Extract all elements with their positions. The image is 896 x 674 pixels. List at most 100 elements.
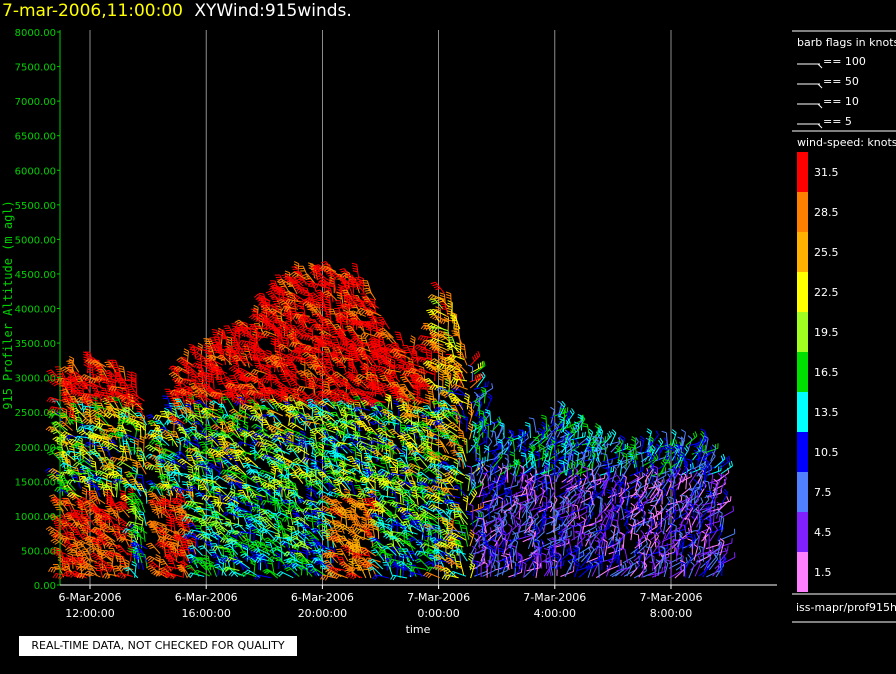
barb-flag xyxy=(87,474,93,477)
barb-flag xyxy=(83,406,87,411)
barb-flag xyxy=(61,461,67,463)
wind-barb xyxy=(81,513,95,526)
barb-flag xyxy=(82,401,88,406)
barb-flag xyxy=(94,564,100,567)
barb-flag xyxy=(213,498,219,501)
barb-flag xyxy=(73,469,79,472)
barb-flag xyxy=(119,490,126,493)
barb-flag xyxy=(64,500,70,502)
barb-flag xyxy=(67,470,72,475)
barb-flag xyxy=(67,387,73,391)
barb-flag xyxy=(146,445,152,450)
barb-flag xyxy=(64,558,69,564)
wind-barb xyxy=(68,471,86,477)
barb-flag xyxy=(194,410,200,413)
wind-barb xyxy=(46,396,64,404)
barb-flag xyxy=(177,458,183,463)
barb-flag xyxy=(200,564,207,567)
barb-flag xyxy=(199,443,205,446)
barb-flag xyxy=(113,458,118,463)
barb-flag xyxy=(168,371,174,376)
title-product: XYWind:915winds. xyxy=(194,1,352,21)
barb-flag xyxy=(208,506,214,508)
barb-flag xyxy=(215,489,221,493)
barb-flag xyxy=(60,452,66,456)
barb-flag xyxy=(66,512,71,517)
wind-barb xyxy=(126,544,133,562)
barb-flag xyxy=(207,504,213,506)
barb-flag xyxy=(79,573,83,579)
barb-flag xyxy=(86,442,91,448)
barb-flag xyxy=(63,497,69,500)
barb-flag xyxy=(79,446,85,450)
barb-flag xyxy=(215,476,220,481)
barb-flag xyxy=(188,343,194,346)
barb-flag xyxy=(179,431,185,434)
barb-flag xyxy=(77,518,83,521)
barb-flag xyxy=(50,515,57,518)
barb-flag xyxy=(80,554,86,557)
barb-flag xyxy=(78,468,85,471)
barb-flag xyxy=(179,528,184,534)
barb-flag xyxy=(218,329,224,331)
barb-flag xyxy=(62,400,69,403)
barb-flag xyxy=(77,560,82,565)
barb-flag xyxy=(121,389,127,391)
barb-flag xyxy=(72,391,77,396)
barb-flag xyxy=(126,373,132,377)
barb-flag xyxy=(106,413,111,418)
barb-flag xyxy=(214,376,220,379)
barb-flag xyxy=(62,391,68,393)
barb-flag xyxy=(139,435,145,439)
wind-barb xyxy=(59,412,74,425)
barb-flag xyxy=(80,521,86,525)
barb-flag xyxy=(221,337,227,340)
barb-flag xyxy=(229,488,235,491)
barb-flag xyxy=(179,533,185,536)
barb-flag xyxy=(138,526,144,529)
wind-barbs xyxy=(44,261,736,581)
barb-flag xyxy=(66,385,72,389)
barb-flag xyxy=(63,524,69,527)
barb-flag xyxy=(159,410,166,413)
barb-flag xyxy=(53,498,58,503)
barb-flag xyxy=(70,398,76,400)
barb-flag xyxy=(68,445,74,449)
wind-barb xyxy=(74,500,89,513)
barb-flag xyxy=(81,487,87,491)
barb-flag xyxy=(66,419,71,425)
wind-barb xyxy=(69,509,87,516)
barb-flag xyxy=(90,460,96,463)
barb-flag xyxy=(69,355,74,360)
barb-flag xyxy=(71,455,77,458)
barb-flag xyxy=(52,436,58,441)
barb-flag xyxy=(131,563,137,567)
wind-barb xyxy=(104,443,121,453)
barb-flag xyxy=(63,568,69,572)
barb-flag xyxy=(80,542,86,547)
barb-flag xyxy=(68,534,74,538)
barb-flag xyxy=(55,526,61,530)
barb-flag xyxy=(131,469,137,473)
barb-flag xyxy=(66,399,71,404)
barb-flag xyxy=(219,469,224,474)
barb-flag xyxy=(130,485,136,488)
barb-flag xyxy=(50,428,55,433)
barb-flag xyxy=(217,408,223,411)
barb-flag xyxy=(120,573,125,579)
barb-flag xyxy=(151,455,156,460)
barb-flag xyxy=(140,422,146,426)
barb-flag xyxy=(151,440,156,445)
barb-flag xyxy=(69,509,74,515)
barb-flag xyxy=(68,376,73,381)
barb-flag xyxy=(129,505,135,508)
barb-flag xyxy=(63,538,68,544)
barb-flag xyxy=(52,431,58,435)
barb-flag xyxy=(62,481,69,485)
barb-flag xyxy=(106,562,112,564)
barb-flag xyxy=(115,374,121,376)
barb-flag xyxy=(66,359,72,362)
barb-flag xyxy=(81,418,87,423)
barb-flag xyxy=(71,471,75,477)
barb-flag xyxy=(50,567,54,573)
